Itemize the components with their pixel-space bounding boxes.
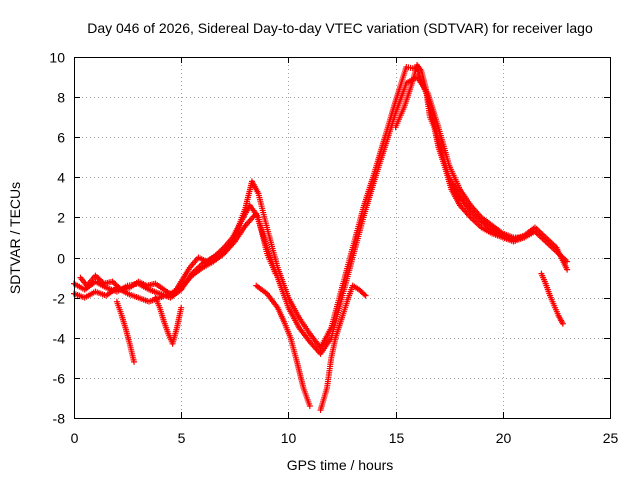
series-track-a (71, 64, 571, 351)
y-tick-label: -8 (53, 411, 66, 427)
series-track-d (113, 298, 138, 365)
series-track-h (392, 62, 528, 245)
data-point (564, 258, 571, 265)
data-point (564, 266, 571, 273)
data-point (306, 402, 313, 409)
data-marks (71, 62, 571, 413)
y-tick-label: 4 (57, 170, 65, 186)
data-point (178, 304, 185, 311)
series-track-b (71, 74, 571, 357)
series-track-c (77, 202, 279, 299)
data-point (272, 270, 279, 277)
series-track-i (538, 270, 566, 327)
y-tick-label: 10 (49, 50, 65, 66)
data-point (559, 320, 566, 327)
x-tick-label: 15 (389, 430, 405, 446)
y-tick-label: 8 (57, 90, 65, 106)
y-tick-label: 0 (57, 251, 65, 267)
data-point (521, 234, 528, 241)
series-track-e (152, 294, 185, 347)
y-tick-label: 2 (57, 210, 65, 226)
x-tick-label: 5 (178, 430, 186, 446)
x-tick-label: 10 (281, 430, 297, 446)
data-point (131, 358, 138, 365)
data-point (361, 291, 368, 298)
plot-frame (74, 57, 611, 419)
series-track-g (317, 282, 369, 413)
x-tick-label: 25 (603, 430, 619, 446)
data-point (362, 292, 369, 299)
y-tick-label: 6 (57, 130, 65, 146)
x-axis-label: GPS time / hours (287, 457, 394, 473)
x-tick-label: 20 (496, 430, 512, 446)
x-tick-label: 0 (71, 430, 79, 446)
chart-title: Day 046 of 2026, Sidereal Day-to-day VTE… (87, 20, 593, 36)
grid (74, 57, 610, 418)
y-axis-label: SDTVAR / TECUs (7, 182, 23, 294)
y-tick-label: -4 (53, 331, 66, 347)
series-track-f (253, 282, 313, 409)
y-tick-label: -2 (53, 291, 66, 307)
y-tick-label: -6 (53, 371, 66, 387)
axis-ticks: 0 5 10 15 20 25 -8 -6 -4 -2 0 2 4 6 8 10 (49, 50, 618, 447)
